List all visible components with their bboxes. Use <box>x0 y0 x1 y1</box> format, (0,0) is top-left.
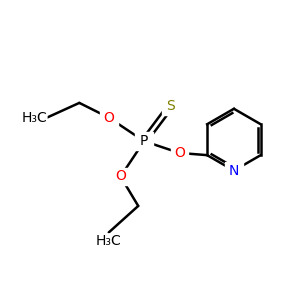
Text: H₃C: H₃C <box>96 234 122 248</box>
Bar <box>162 97 179 115</box>
Text: O: O <box>115 169 126 184</box>
Bar <box>100 109 118 126</box>
Bar <box>225 162 243 179</box>
Text: O: O <box>103 111 114 124</box>
Text: O: O <box>174 146 185 160</box>
Bar <box>135 132 153 150</box>
Bar <box>171 144 188 162</box>
Text: N: N <box>229 164 239 178</box>
Text: H₃C: H₃C <box>21 111 47 124</box>
Bar <box>112 168 129 185</box>
Text: S: S <box>166 99 175 113</box>
Text: P: P <box>140 134 148 148</box>
